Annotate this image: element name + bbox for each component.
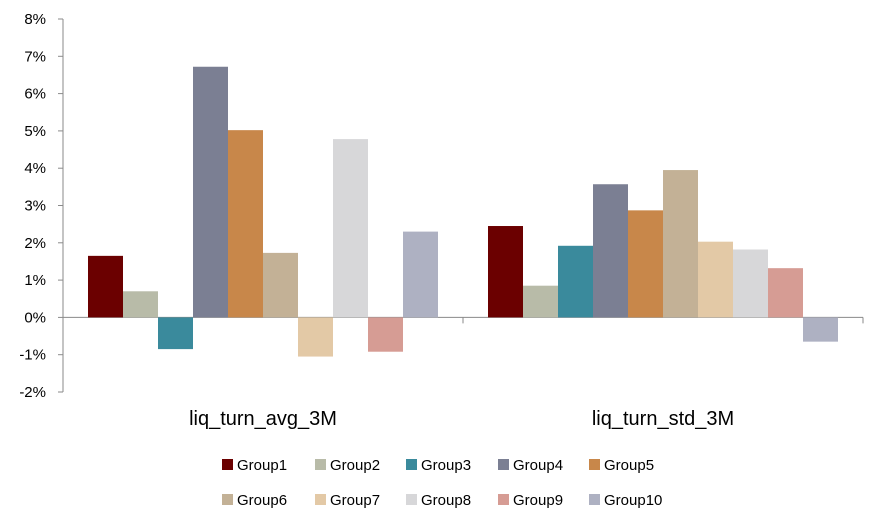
bar-group9-liq_turn_avg_3M <box>368 317 403 352</box>
legend-label: Group4 <box>513 457 563 474</box>
legend-label: Group3 <box>421 457 471 474</box>
bar-group7-liq_turn_avg_3M <box>298 317 333 357</box>
bar-group4-liq_turn_avg_3M <box>193 66 228 318</box>
bars <box>88 66 838 357</box>
bar-group7-liq_turn_std_3M <box>698 241 733 318</box>
legend-swatch <box>589 494 600 505</box>
bar-group3-liq_turn_std_3M <box>558 245 593 318</box>
bar-group2-liq_turn_std_3M <box>523 285 558 318</box>
legend-label: Group6 <box>237 492 287 509</box>
bar-group1-liq_turn_std_3M <box>488 226 523 318</box>
legend-label: Group1 <box>237 457 287 474</box>
legend-label: Group5 <box>604 457 654 474</box>
bar-group6-liq_turn_avg_3M <box>263 252 298 318</box>
axes: 8% 7% 6% 5% 4% 3% 2% 1% 0% -1% -2% <box>19 11 864 401</box>
bar-group2-liq_turn_avg_3M <box>123 291 158 318</box>
legend-item-group3: Group3 <box>406 457 471 474</box>
legend-swatch <box>498 459 509 470</box>
y-tick-label: 6% <box>24 86 46 103</box>
legend-item-group9: Group9 <box>498 492 563 509</box>
legend-item-group5: Group5 <box>589 457 654 474</box>
bar-group9-liq_turn_std_3M <box>768 268 803 318</box>
legend-swatch <box>406 494 417 505</box>
legend-label: Group10 <box>604 492 662 509</box>
bar-group5-liq_turn_std_3M <box>628 210 663 318</box>
bar-group5-liq_turn_avg_3M <box>228 130 263 318</box>
bar-group4-liq_turn_std_3M <box>593 184 628 318</box>
bar-group3-liq_turn_avg_3M <box>158 317 193 350</box>
bar-group10-liq_turn_avg_3M <box>403 231 438 318</box>
bar-group6-liq_turn_std_3M <box>663 170 698 318</box>
legend-swatch <box>222 459 233 470</box>
x-category-label: liq_turn_avg_3M <box>189 408 337 430</box>
legend-label: Group7 <box>330 492 380 509</box>
category-labels: liq_turn_avg_3M liq_turn_std_3M <box>189 408 734 430</box>
y-tick-label: 0% <box>24 309 46 326</box>
legend-label: Group8 <box>421 492 471 509</box>
bar-group1-liq_turn_avg_3M <box>88 255 123 318</box>
y-tick-label: 2% <box>24 235 46 252</box>
legend-item-group8: Group8 <box>406 492 471 509</box>
y-tick-label: 5% <box>24 123 46 140</box>
legend-label: Group2 <box>330 457 380 474</box>
bar-group8-liq_turn_std_3M <box>733 249 768 318</box>
legend-swatch <box>498 494 509 505</box>
y-tick-label: 1% <box>24 272 46 289</box>
y-tick-label: -2% <box>19 384 46 401</box>
legend-label: Group9 <box>513 492 563 509</box>
bar-group10-liq_turn_std_3M <box>803 317 838 342</box>
legend-item-group2: Group2 <box>315 457 380 474</box>
y-tick-label: 4% <box>24 160 46 177</box>
x-category-label: liq_turn_std_3M <box>592 408 734 430</box>
y-tick-label: 3% <box>24 198 46 215</box>
legend-item-group7: Group7 <box>315 492 380 509</box>
y-tick-label: 8% <box>24 11 46 28</box>
legend-item-group1: Group1 <box>222 457 287 474</box>
legend-item-group10: Group10 <box>589 492 662 509</box>
y-tick-label: -1% <box>19 347 46 364</box>
y-tick-label: 7% <box>24 48 46 65</box>
legend-item-group4: Group4 <box>498 457 563 474</box>
bar-group8-liq_turn_avg_3M <box>333 139 368 318</box>
legend-swatch <box>406 459 417 470</box>
legend-item-group6: Group6 <box>222 492 287 509</box>
legend: Group1 Group2 Group3 Group4 Group5 Group6 Grou… <box>222 457 662 509</box>
legend-swatch <box>222 494 233 505</box>
legend-swatch <box>315 494 326 505</box>
legend-swatch <box>589 459 600 470</box>
legend-swatch <box>315 459 326 470</box>
